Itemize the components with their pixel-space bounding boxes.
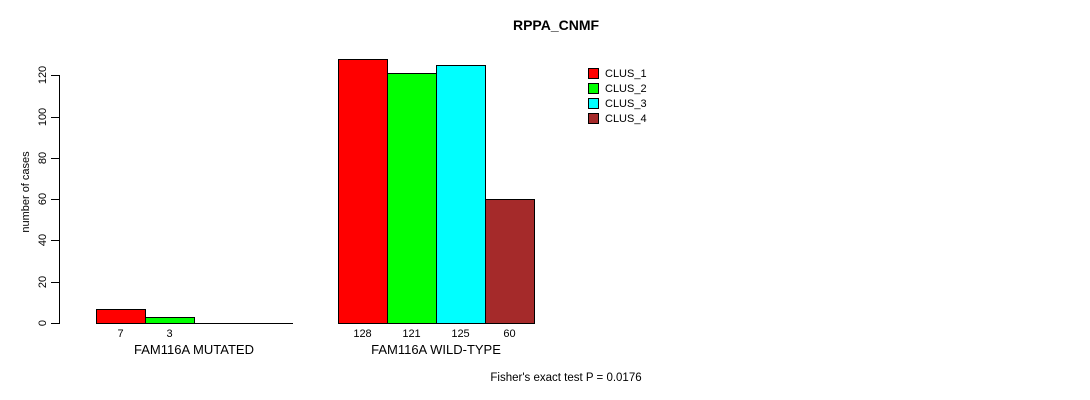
fisher-test-annotation: Fisher's exact test P = 0.0176	[490, 372, 642, 384]
legend-swatch-clus_3	[588, 98, 599, 109]
y-axis-line	[59, 75, 60, 324]
bar-clus_2-mutated	[145, 317, 195, 324]
bar-value-label: 3	[166, 328, 173, 340]
legend-label: CLUS_4	[605, 112, 647, 125]
y-axis-tick-label: 80	[37, 151, 49, 165]
y-axis-tick-label: 100	[37, 107, 49, 127]
bar-clus_2-wildtype	[387, 73, 437, 324]
bar-value-label: 121	[402, 328, 421, 340]
y-axis-tick	[51, 117, 59, 118]
chart-title: RPPA_CNMF	[512, 17, 600, 33]
legend-swatch-clus_4	[588, 113, 599, 124]
zero-height-bar	[194, 323, 244, 324]
y-axis-tick-label: 60	[37, 192, 49, 206]
legend-item-clus_2: CLUS_2	[588, 81, 647, 96]
bar-value-label: 7	[117, 328, 124, 340]
y-axis-tick	[51, 199, 59, 200]
x-category-label: FAM116A WILD-TYPE	[371, 342, 501, 357]
legend-item-clus_4: CLUS_4	[588, 111, 647, 126]
zero-height-bar	[243, 323, 293, 324]
legend-item-clus_3: CLUS_3	[588, 96, 647, 111]
bar-clus_4-wildtype	[485, 199, 535, 324]
legend-swatch-clus_1	[588, 68, 599, 79]
y-axis-tick	[51, 75, 59, 76]
y-axis-tick	[51, 282, 59, 283]
y-axis-tick-label: 0	[37, 319, 49, 327]
bar-clus_1-wildtype	[338, 59, 388, 324]
y-axis-tick	[51, 323, 59, 324]
legend-swatch-clus_2	[588, 83, 599, 94]
bar-clus_1-mutated	[96, 309, 146, 324]
legend-label: CLUS_3	[605, 97, 647, 110]
x-category-label: FAM116A MUTATED	[134, 342, 254, 357]
bar-value-label: 128	[353, 328, 372, 340]
y-axis-tick-label: 20	[37, 275, 49, 289]
y-axis-tick	[51, 240, 59, 241]
bar-value-label: 60	[503, 328, 516, 340]
legend-item-clus_1: CLUS_1	[588, 66, 647, 81]
bar-clus_3-wildtype	[436, 65, 486, 324]
bar-value-label: 125	[451, 328, 470, 340]
legend-label: CLUS_1	[605, 67, 647, 80]
legend-label: CLUS_2	[605, 82, 647, 95]
y-axis-tick-label: 120	[37, 65, 49, 85]
y-axis-tick	[51, 158, 59, 159]
y-axis-tick-label: 40	[37, 233, 49, 247]
